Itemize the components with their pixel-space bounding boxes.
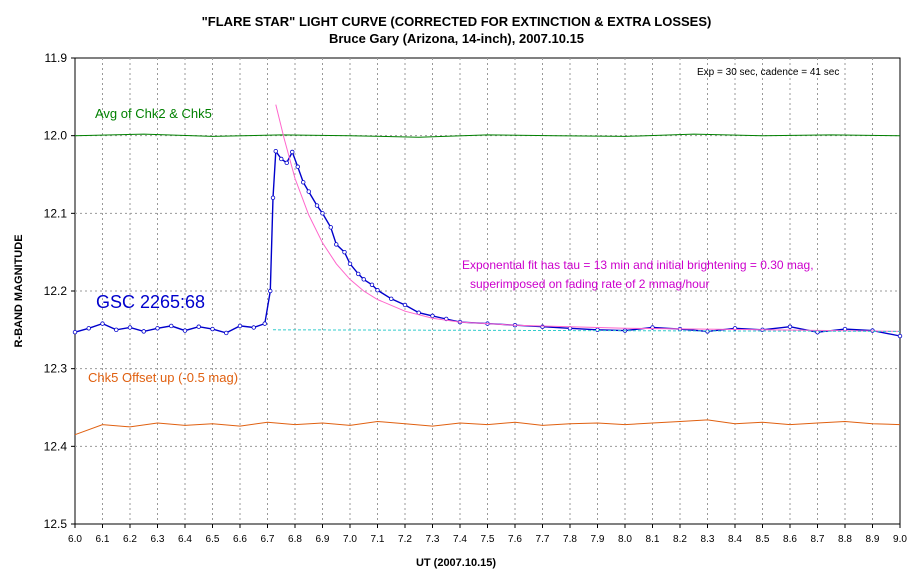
chk5-label: Chk5 Offset up (-0.5 mag)	[88, 370, 238, 385]
x-tick-label: 7.5	[481, 534, 495, 545]
x-tick-label: 8.6	[783, 534, 797, 545]
data-point	[270, 195, 276, 200]
x-tick-label: 7.9	[591, 534, 605, 545]
data-point	[306, 189, 311, 194]
fit-annotation-line2: superimposed on fading rate of 2 mmag/ho…	[470, 277, 709, 291]
x-tick-label: 6.1	[96, 534, 110, 545]
data-point	[182, 328, 188, 333]
y-tick-label: 12.0	[44, 129, 68, 143]
data-point	[100, 321, 105, 326]
data-point	[356, 271, 361, 277]
x-tick-label: 6.5	[206, 534, 220, 545]
data-point	[237, 323, 243, 329]
x-tick-label: 8.1	[646, 534, 660, 545]
data-point	[402, 302, 408, 308]
data-point	[295, 164, 300, 169]
data-point	[86, 326, 91, 331]
series-line-0	[74, 149, 901, 337]
star-label: GSC 2265:68	[96, 292, 205, 312]
data-point	[314, 203, 320, 208]
data-point	[251, 325, 256, 330]
data-point	[334, 242, 339, 247]
data-point	[301, 180, 306, 185]
x-tick-label: 6.0	[68, 534, 82, 545]
data-point	[369, 282, 375, 287]
data-point	[375, 288, 380, 293]
x-tick-label: 7.3	[426, 534, 440, 545]
data-point	[72, 329, 78, 335]
x-tick-label: 8.8	[838, 534, 852, 545]
x-tick-label: 7.6	[508, 534, 522, 545]
x-tick-label: 6.2	[123, 534, 137, 545]
data-point	[430, 313, 435, 319]
x-tick-label: 8.5	[756, 534, 770, 545]
y-tick-label: 12.2	[44, 284, 68, 298]
x-tick-label: 6.8	[288, 534, 302, 545]
fit-annotation-line1: Exponential fit has tau = 13 min and ini…	[462, 258, 814, 272]
data-point	[320, 211, 325, 216]
x-tick-label: 8.4	[728, 534, 742, 545]
avg-label: Avg of Chk2 & Chk5	[95, 106, 212, 121]
y-tick-label: 12.5	[44, 517, 68, 531]
data-point	[268, 288, 273, 294]
data-point	[169, 323, 174, 329]
x-tick-label: 8.9	[866, 534, 880, 545]
chart-title: "FLARE STAR" LIGHT CURVE (CORRECTED FOR …	[201, 14, 712, 29]
x-tick-label: 8.7	[811, 534, 825, 545]
y-tick-label: 12.4	[44, 439, 68, 453]
x-tick-label: 7.2	[398, 534, 412, 545]
x-tick-label: 8.2	[673, 534, 687, 545]
x-axis-label: UT (2007.10.15)	[416, 557, 496, 569]
data-point	[787, 324, 793, 329]
y-axis-ticks: 11.9 12.0 12.1 12.2 12.3 12.4 12.5	[44, 51, 75, 531]
y-tick-label: 12.3	[44, 362, 68, 376]
x-tick-label: 7.4	[453, 534, 467, 545]
x-tick-label: 7.1	[371, 534, 385, 545]
data-point	[114, 327, 119, 333]
data-point	[284, 160, 289, 166]
data-point	[210, 326, 215, 332]
data-point	[347, 261, 353, 267]
data-point	[262, 321, 267, 326]
data-point	[342, 249, 347, 255]
y-tick-label: 12.1	[44, 206, 68, 220]
chart-subtitle: Bruce Gary (Arizona, 14-inch), 2007.10.1…	[328, 31, 585, 46]
data-point	[290, 149, 295, 155]
x-tick-label: 6.3	[151, 534, 165, 545]
data-point	[196, 324, 201, 329]
x-tick-label: 9.0	[893, 534, 907, 545]
data-point	[279, 156, 284, 162]
y-tick-label: 11.9	[45, 51, 68, 65]
data-point	[273, 148, 278, 154]
data-point	[127, 325, 133, 330]
data-point	[897, 333, 903, 339]
data-point	[155, 326, 160, 331]
data-point	[389, 296, 394, 301]
x-tick-label: 6.4	[178, 534, 192, 545]
series-line-1	[74, 133, 901, 138]
series-line-2	[74, 419, 901, 436]
data-point	[361, 277, 366, 282]
series-line-4	[272, 329, 901, 332]
x-tick-label: 6.9	[316, 534, 330, 545]
data-point	[224, 330, 229, 336]
series-lines	[72, 104, 903, 436]
x-tick-label: 8.3	[701, 534, 715, 545]
x-tick-label: 7.7	[536, 534, 550, 545]
data-point	[328, 225, 333, 230]
x-tick-label: 7.8	[563, 534, 577, 545]
x-tick-label: 6.6	[233, 534, 247, 545]
x-tick-label: 7.0	[343, 534, 357, 545]
x-tick-label: 8.0	[618, 534, 632, 545]
x-axis-ticks: 6.0 6.1 6.2 6.3 6.4 6.5 6.6 6.7 6.8 6.9 7.0 7.1 7.2 7…	[68, 524, 907, 545]
x-tick-label: 6.7	[261, 534, 275, 545]
series-line-3	[275, 104, 901, 332]
exposure-note: Exp = 30 sec, cadence = 41 sec	[697, 67, 839, 78]
y-axis-label: R-BAND MAGNITUDE	[13, 234, 25, 347]
data-point	[141, 329, 146, 334]
